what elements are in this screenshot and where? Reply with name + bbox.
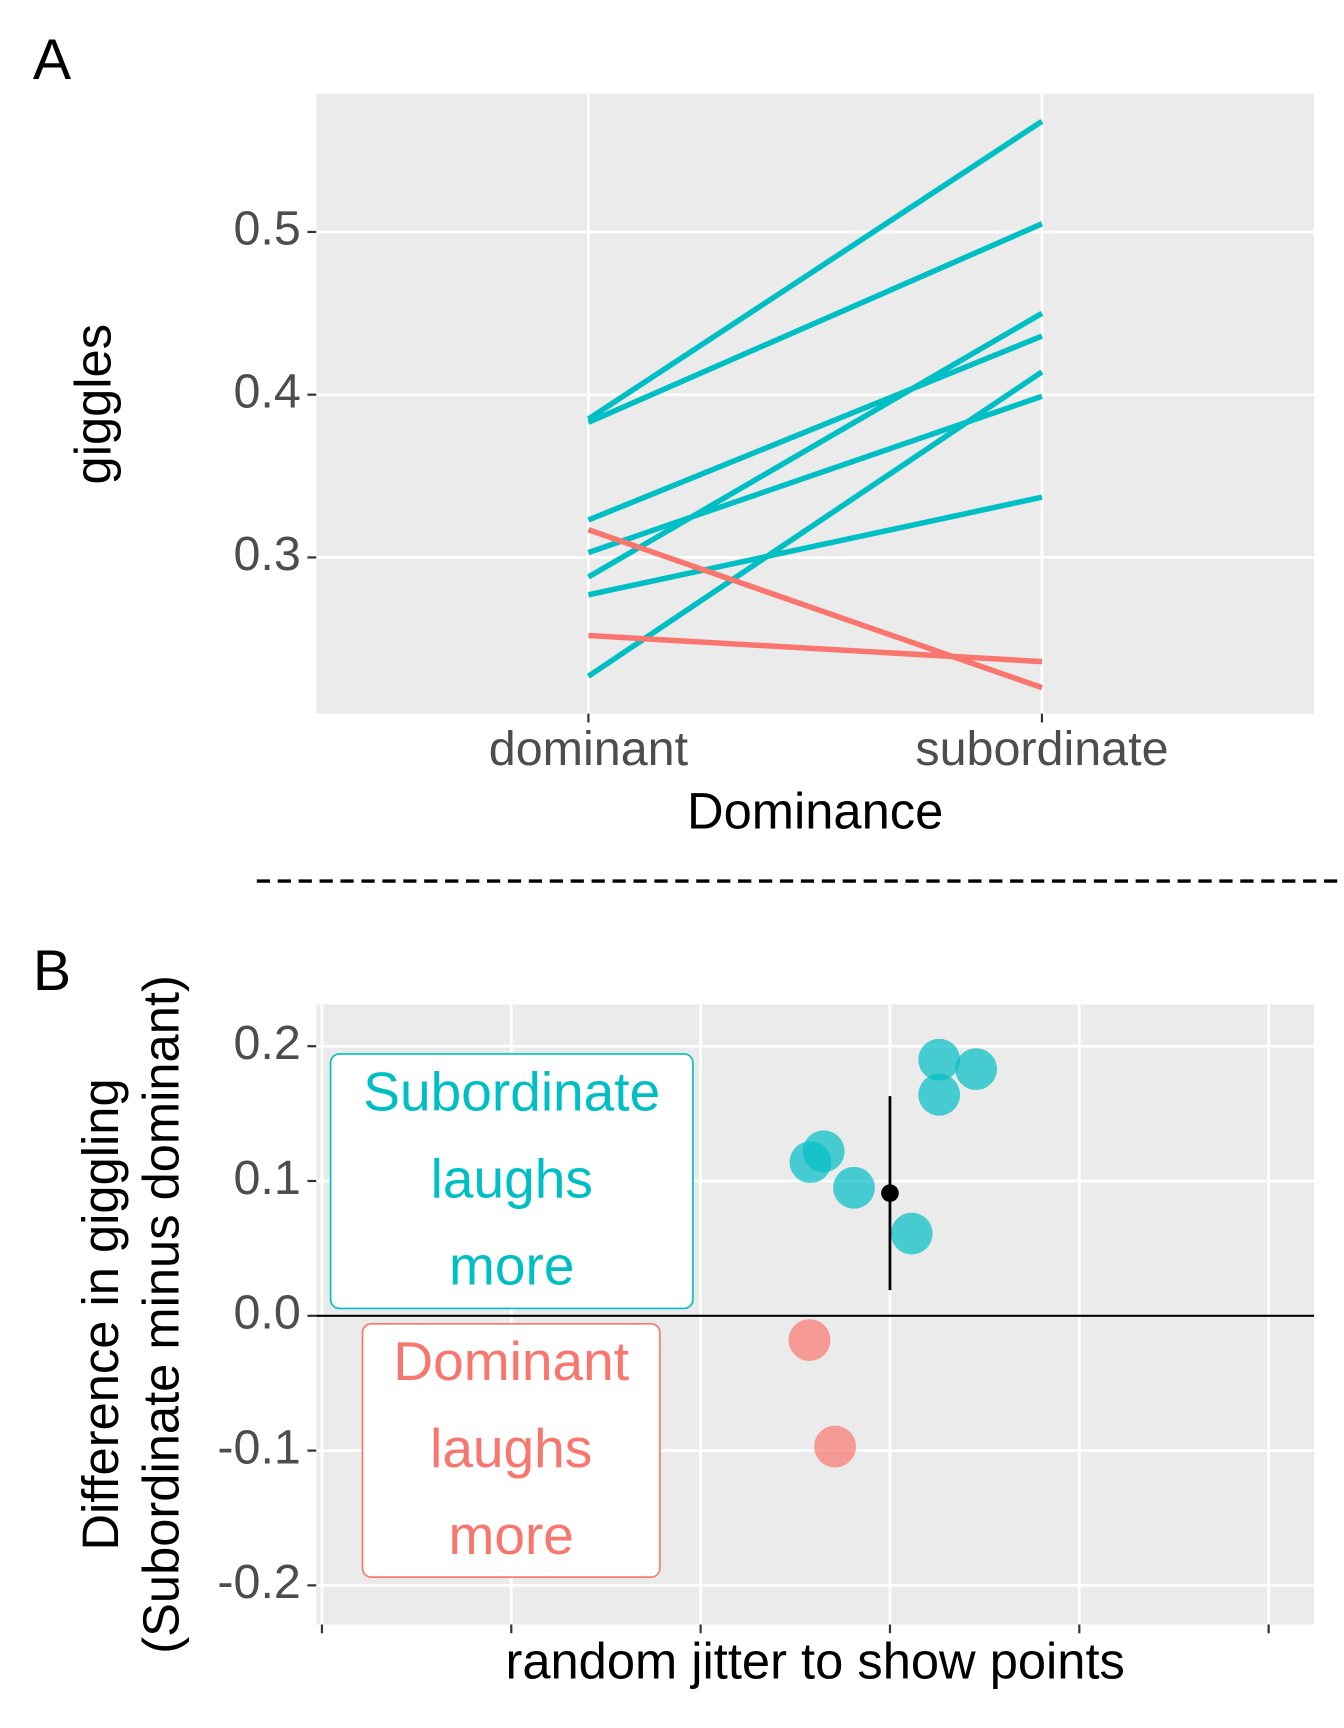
point: [918, 1073, 961, 1116]
panel-label: A: [33, 28, 72, 92]
series-line: [586, 118, 1044, 422]
point: [955, 1048, 998, 1091]
point: [789, 1141, 832, 1184]
y-tick-label: 0.2: [234, 1016, 301, 1070]
point: [788, 1319, 831, 1361]
series-line: [587, 310, 1044, 580]
y-tick-label: 0.1: [234, 1151, 301, 1205]
y-tick-label: 0.5: [234, 202, 301, 256]
annotation-text: more: [449, 1234, 574, 1296]
x-axis-label: Dominance: [687, 782, 943, 839]
series-line: [588, 632, 1043, 665]
y-axis-label: Difference in giggling: [72, 1078, 129, 1550]
x-tick-label: subordinate: [915, 722, 1168, 776]
annotation-text: laughs: [431, 1147, 593, 1209]
annotation-text: Dominant: [393, 1330, 629, 1392]
y-axis-label: giggles: [64, 324, 121, 485]
annotation-box: [361, 1322, 661, 1578]
series-line: [587, 527, 1043, 691]
x-axis-label: random jitter to show points: [505, 1633, 1124, 1690]
panel-label: B: [33, 939, 71, 1003]
series-line: [587, 221, 1044, 425]
point: [814, 1425, 856, 1468]
series-line: [586, 369, 1044, 679]
point: [890, 1212, 933, 1255]
annotation-text: Subordinate: [363, 1060, 660, 1122]
mean-point: [881, 1184, 899, 1202]
y-tick-label: -0.1: [217, 1420, 300, 1474]
annotation-text: more: [448, 1504, 573, 1566]
y-tick-label: 0.3: [234, 527, 301, 581]
annotation-box: [329, 1053, 694, 1310]
series-line: [587, 333, 1043, 523]
y-tick-label: -0.2: [217, 1555, 300, 1609]
series-line: [587, 494, 1043, 598]
x-tick-label: dominant: [489, 722, 689, 776]
y-tick-label: 0.0: [234, 1286, 301, 1340]
plot-background: [316, 93, 1315, 714]
point: [918, 1038, 961, 1081]
y-tick-label: 0.4: [234, 364, 301, 418]
y-axis-label: (Subordinate minus dominant): [133, 975, 190, 1654]
annotation-text: laughs: [430, 1417, 592, 1479]
point: [833, 1166, 875, 1209]
